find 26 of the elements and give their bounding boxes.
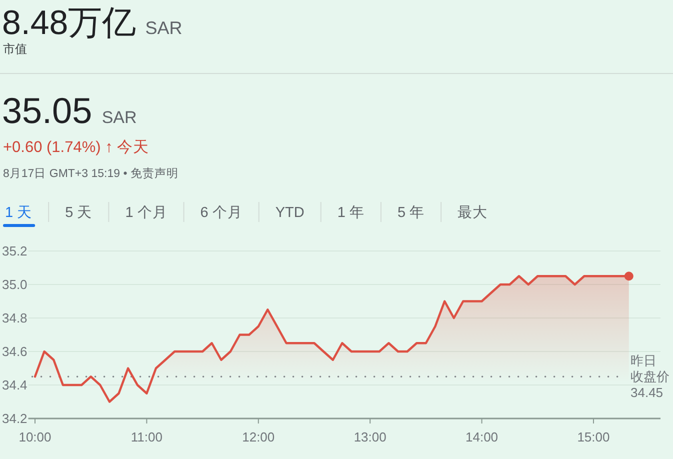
text: 6 个月: [200, 204, 242, 221]
text: 1 天: [5, 205, 32, 221]
text: 35.05 SAR: [2, 90, 137, 131]
text: 5 年: [397, 204, 425, 221]
x-tick-label: 12:00: [242, 430, 275, 444]
text: YTD: [275, 205, 304, 221]
x-tick-label: 13:00: [354, 430, 386, 444]
x-tick-label: 10:00: [18, 430, 52, 444]
y-tick-label: 35.0: [2, 277, 28, 292]
y-tick-label: 34.4: [2, 378, 28, 392]
y-tick-label: 34.6: [2, 344, 28, 359]
ref-line-label: 昨日收盘价 34.45: [630, 353, 673, 400]
y-tick-label: 34.8: [2, 310, 28, 326]
x-tick-label: 15:00: [577, 430, 610, 444]
chart-subtitle: 市值: [3, 42, 27, 56]
x-tick-label: 11:00: [130, 430, 162, 444]
text: +0.60 (1.74%) ↑ 今天: [3, 139, 150, 156]
chart-title: 8.48万亿 SAR: [2, 4, 182, 42]
text: 1 个月: [125, 204, 168, 221]
x-tick-label: 14:00: [466, 430, 498, 444]
text: 5 天: [65, 205, 92, 221]
y-tick-label: 34.2: [2, 411, 28, 426]
text: 8月17日 GMT+3 15:19 • 免责声明: [3, 167, 178, 180]
text: 最大: [458, 204, 488, 221]
text: 1 年: [337, 204, 364, 221]
y-tick-label: 35.2: [2, 244, 28, 258]
